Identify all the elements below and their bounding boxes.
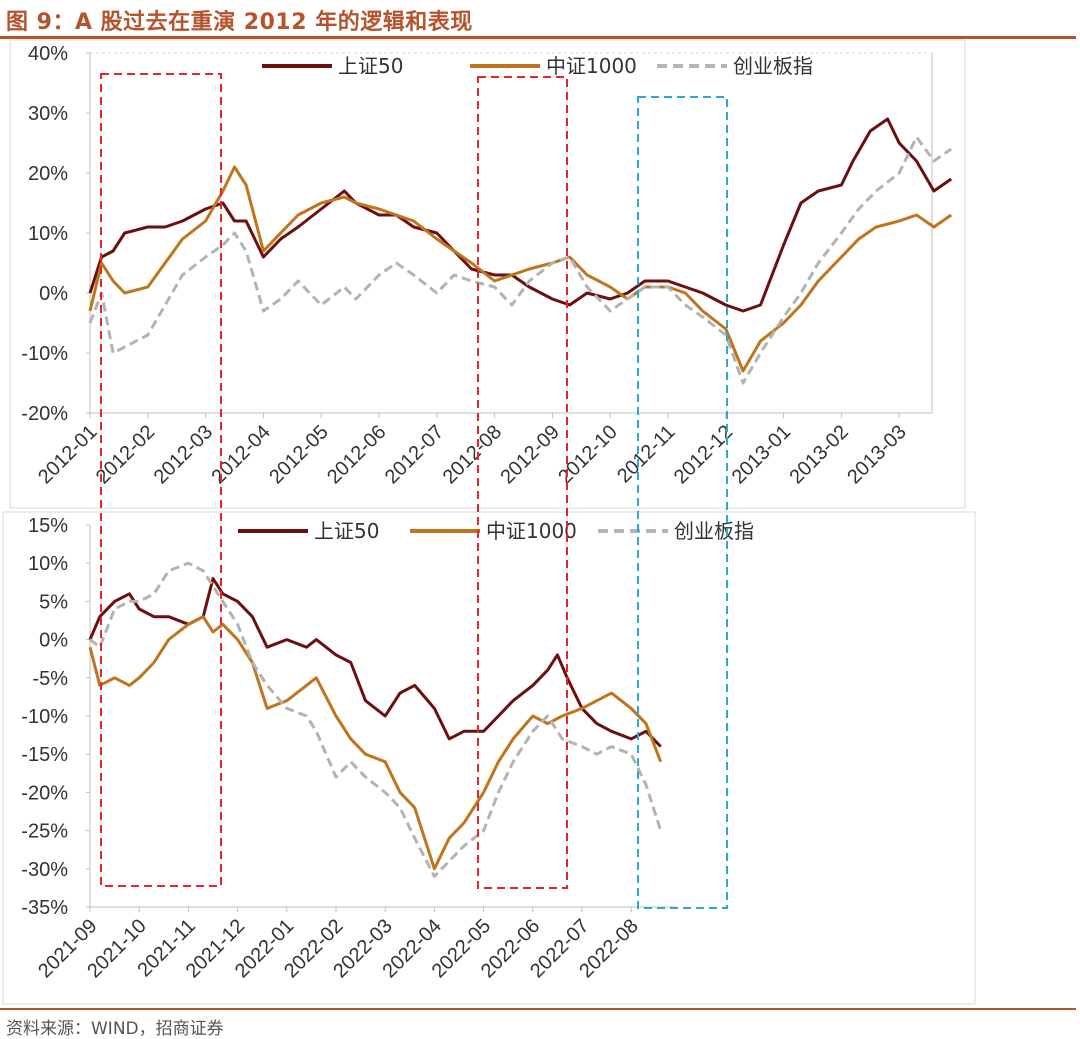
top-x-tick-label: 2013-03: [843, 421, 910, 488]
highlight-box-blue: [637, 96, 728, 909]
top-x-tick-label: 2012-03: [150, 421, 217, 488]
top-y-tick-label: 20%: [28, 163, 68, 185]
bottom-y-tick-label: 0%: [39, 630, 68, 652]
top-series-line-1: [88, 165, 953, 373]
bottom-series-line-0: [88, 577, 662, 748]
top-x-tick-label: 2012-09: [496, 421, 563, 488]
bottom-legend-label-2: 创业板指: [674, 519, 754, 543]
top-y-tick-label: 30%: [28, 103, 68, 125]
bottom-y-tick-label: 5%: [39, 591, 68, 613]
top-legend-label-0: 上证50: [338, 54, 403, 78]
bottom-series-line-2: [89, 561, 663, 878]
top-x-tick-label: 2012-04: [207, 421, 274, 488]
top-x-tick-label: 2012-06: [323, 421, 390, 488]
bottom-y-tick-label: -10%: [21, 706, 68, 728]
bottom-legend-label-1: 中证1000: [486, 519, 577, 543]
title-rule: [0, 36, 1076, 39]
top-x-tick-label: 2012-07: [381, 421, 448, 488]
top-y-tick-label: -10%: [21, 343, 68, 365]
bottom-legend-label-0: 上证50: [314, 519, 379, 543]
bottom-y-tick-label: 10%: [28, 553, 68, 575]
highlight-box-red-1: [100, 73, 222, 887]
top-y-tick-label: 40%: [28, 43, 68, 65]
bottom-y-tick-label: -15%: [21, 744, 68, 766]
top-y-tick-label: 0%: [39, 283, 68, 305]
top-series-line-2: [88, 135, 953, 385]
top-x-tick-label: 2012-08: [439, 421, 506, 488]
top-x-tick-label: 2012-10: [554, 421, 621, 488]
bottom-y-tick-label: -35%: [21, 897, 68, 919]
top-series-line-0: [88, 117, 953, 313]
top-legend-label-1: 中证1000: [546, 54, 637, 78]
bottom-series-line-1: [88, 615, 663, 871]
bottom-y-tick-label: -25%: [21, 821, 68, 843]
top-x-tick-label: 2012-01: [34, 421, 101, 488]
bottom-chart-frame: [2, 511, 976, 1005]
top-y-tick-label: 10%: [28, 223, 68, 245]
figure-title: 图 9：A 股过去在重演 2012 年的逻辑和表现: [6, 10, 473, 35]
top-y-tick-label: -20%: [21, 403, 68, 425]
top-legend-label-2: 创业板指: [733, 54, 813, 78]
bottom-y-tick-label: -5%: [32, 668, 68, 690]
top-chart-frame: [9, 39, 966, 509]
top-x-tick-label: 2012-05: [265, 421, 332, 488]
bottom-y-tick-label: 15%: [28, 515, 68, 537]
top-x-tick-label: 2013-02: [785, 421, 852, 488]
top-x-tick-label: 2013-01: [728, 421, 795, 488]
bottom-y-tick-label: -20%: [21, 782, 68, 804]
top-x-tick-label: 2012-11: [613, 421, 679, 487]
bottom-rule: [0, 1008, 1076, 1010]
source-note: 资料来源：WIND，招商证券: [6, 1019, 224, 1039]
bottom-y-tick-label: -30%: [21, 859, 68, 881]
highlight-box-red-2: [477, 76, 568, 889]
